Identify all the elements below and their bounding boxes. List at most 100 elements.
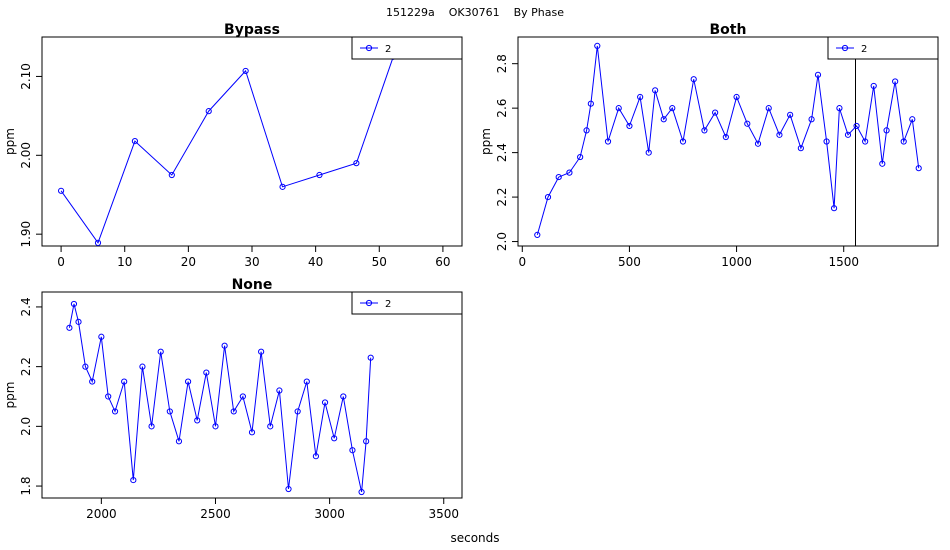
series-2 <box>57 53 397 246</box>
data-point <box>321 399 329 406</box>
legend-marker-swatch <box>365 44 373 52</box>
data-point <box>712 109 719 116</box>
y-tick-label: 2.10 <box>19 63 33 90</box>
data-point <box>555 173 562 181</box>
data-point <box>645 149 652 156</box>
data-point <box>830 205 838 212</box>
data-point <box>669 105 676 112</box>
data-point <box>205 108 212 115</box>
data-point <box>203 369 210 376</box>
data-point <box>722 133 729 141</box>
data-point <box>230 408 237 415</box>
data-point <box>349 447 356 454</box>
legend-box <box>827 36 939 60</box>
y-tick-label: 2.4 <box>495 143 509 162</box>
data-point <box>652 87 659 94</box>
figure-xlabel: seconds <box>450 531 499 545</box>
legend-marker-swatch <box>841 44 849 52</box>
data-point <box>239 393 246 400</box>
data-point <box>862 138 869 145</box>
data-point <box>814 71 822 78</box>
data-point <box>577 153 584 161</box>
chart-both: Both 0 500 1000 1500 2.0 2.2 2.4 2.6 2.8 ppm 2 <box>479 22 939 269</box>
data-point <box>776 131 783 138</box>
data-point <box>637 93 644 101</box>
data-point <box>363 438 370 445</box>
data-point <box>583 127 590 134</box>
data-point <box>70 300 78 308</box>
data-point <box>316 171 323 179</box>
data-point <box>89 378 96 385</box>
data-point <box>534 231 541 238</box>
data-point <box>587 100 594 107</box>
data-point <box>744 120 751 127</box>
x-tick-label: 500 <box>618 255 641 269</box>
data-point <box>679 138 687 145</box>
data-point <box>358 488 365 496</box>
x-axis: 0 500 1000 1500 <box>518 246 859 269</box>
y-tick-label: 2.8 <box>495 54 509 73</box>
y-axis: 1.8 2.0 2.2 2.4 <box>19 297 42 496</box>
legend-box <box>351 291 463 315</box>
y-tick-label: 2.2 <box>495 188 509 207</box>
x-tick-label: 2000 <box>86 507 117 521</box>
data-point <box>75 318 82 325</box>
data-point <box>221 342 228 349</box>
chart-title: Both <box>710 22 747 38</box>
legend: 2 <box>351 291 463 315</box>
data-point <box>279 183 286 190</box>
y-tick-label: 2.6 <box>495 99 509 118</box>
data-point <box>367 354 374 361</box>
y-axis-label: ppm <box>479 128 493 155</box>
data-point <box>836 105 843 112</box>
data-point <box>626 122 633 130</box>
x-tick-label: 20 <box>181 255 196 269</box>
data-point <box>900 138 907 145</box>
data-point <box>604 138 612 145</box>
data-point <box>285 485 292 493</box>
data-point <box>879 160 886 167</box>
data-point <box>808 116 815 123</box>
x-tick-label: 60 <box>435 255 450 269</box>
data-point <box>294 408 301 415</box>
data-point <box>844 131 852 138</box>
x-tick-label: 40 <box>308 255 323 269</box>
x-tick-label: 3500 <box>428 507 459 521</box>
data-point <box>130 476 137 484</box>
data-point <box>131 138 139 145</box>
x-tick-label: 50 <box>372 255 387 269</box>
series-line <box>536 45 920 236</box>
y-axis-label: ppm <box>3 382 17 409</box>
plot-frame <box>41 36 463 247</box>
legend-label: 2 <box>385 299 391 310</box>
data-point <box>754 140 762 147</box>
data-point <box>175 438 183 445</box>
data-point <box>787 111 794 118</box>
x-axis: 2000 2500 3000 3500 <box>86 498 459 521</box>
data-point <box>312 453 320 460</box>
y-tick-label: 1.90 <box>19 221 33 248</box>
legend-label: 2 <box>861 44 867 55</box>
data-point <box>566 169 573 176</box>
data-point <box>892 78 899 85</box>
data-point <box>353 160 360 167</box>
y-tick-label: 1.8 <box>19 477 33 496</box>
data-point <box>57 187 65 194</box>
data-point <box>690 76 697 83</box>
y-tick-label: 2.00 <box>19 142 33 169</box>
data-point <box>544 193 552 201</box>
data-point <box>242 67 249 75</box>
data-point <box>148 423 155 430</box>
data-point <box>157 348 164 355</box>
x-tick-label: 0 <box>57 255 65 269</box>
data-point <box>765 105 772 112</box>
data-point <box>276 387 283 394</box>
figure-suptitle: 151229a OK30761 By Phase <box>386 6 564 19</box>
y-tick-label: 2.4 <box>19 297 33 316</box>
data-point <box>168 171 175 179</box>
legend-marker-swatch <box>365 299 373 307</box>
x-tick-label: 30 <box>244 255 259 269</box>
series-2 <box>66 300 374 496</box>
